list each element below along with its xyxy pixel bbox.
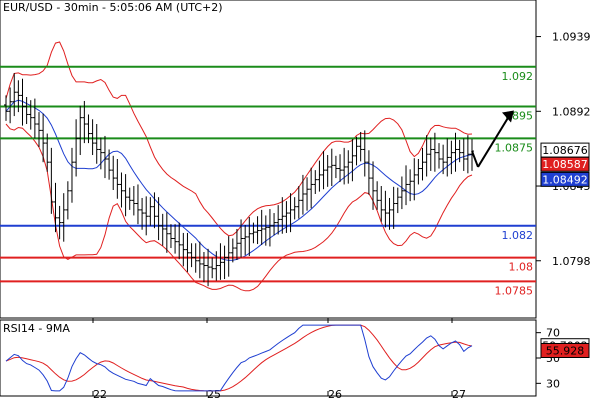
moving-average [5,99,473,261]
level-label: 1.092 [502,70,534,83]
time-tick-label: 26 [328,388,342,400]
level-label: 1.08 [509,261,534,274]
forecast-arrow-head [502,110,514,123]
price-tag-box [540,171,590,187]
rsi-line [5,324,473,392]
price-bars [4,73,474,287]
level-label: 1.082 [502,229,534,242]
rsi-lines [5,324,473,392]
rsi-ma-line [5,324,473,392]
price-tick-label: 1.0892 [552,105,590,118]
price-tag-label: 1.08492 [542,173,588,186]
price-tick-label: 1.0798 [552,255,590,268]
time-axis: 22 25 26 27 [92,318,466,400]
price-tag-label: 1.08587 [542,158,588,171]
level-label: 1.0875 [495,141,534,154]
rsi-tag-label: 55.928 [546,344,585,357]
price-tag-box [540,156,590,172]
upper-band [5,41,473,237]
forecast-arrow-lead [471,150,479,168]
main-panel-frame [0,0,537,319]
chart-title: EUR/USD - 30min - 5:05:06 AM (UTC+2) [3,1,223,14]
time-tick-label: 22 [93,388,107,400]
forecast-arrow-line [477,114,511,168]
price-tag-label: 1.08676 [542,144,588,157]
rsi-tag-box [540,342,590,358]
level-label: 1.0785 [495,284,534,297]
rsi-title: RSI14 - 9MA [3,322,70,335]
forecast-arrow [471,110,514,168]
time-tick-label: 27 [452,388,466,400]
rsi-tick-label: 30 [546,377,560,390]
lower-band [5,123,473,292]
price-tick-label: 1.0939 [552,31,590,44]
bollinger-bands [5,41,473,292]
time-tick-label: 25 [207,388,221,400]
rsi-tick-label: 70 [546,327,560,340]
